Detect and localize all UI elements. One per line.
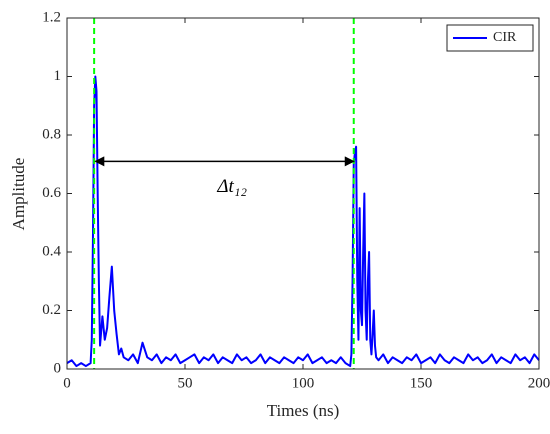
y-tick-label: 1: [54, 68, 62, 84]
y-axis-label: Amplitude: [9, 158, 28, 231]
plot-frame: [66, 17, 540, 370]
plot-area: [67, 18, 539, 369]
legend-label: CIR: [493, 30, 517, 45]
y-tick-label: 0.6: [42, 185, 61, 201]
y-tick-label: 1.2: [42, 9, 61, 25]
x-tick-label: 50: [178, 375, 193, 391]
y-tick-label: 0.8: [42, 126, 61, 142]
x-tick-label: 100: [292, 375, 315, 391]
data-line: [66, 75, 540, 368]
y-tick-label: 0.2: [42, 302, 61, 318]
y-tick-label: 0: [54, 360, 62, 376]
y-tick-label: 0.4: [42, 243, 61, 259]
annotation-label: Δt₁₂: [216, 176, 247, 197]
x-tick-label: 150: [410, 375, 433, 391]
x-tick-label: 0: [63, 375, 71, 391]
x-tick-label: 200: [528, 375, 550, 391]
x-axis-label: Times (ns): [267, 401, 340, 420]
